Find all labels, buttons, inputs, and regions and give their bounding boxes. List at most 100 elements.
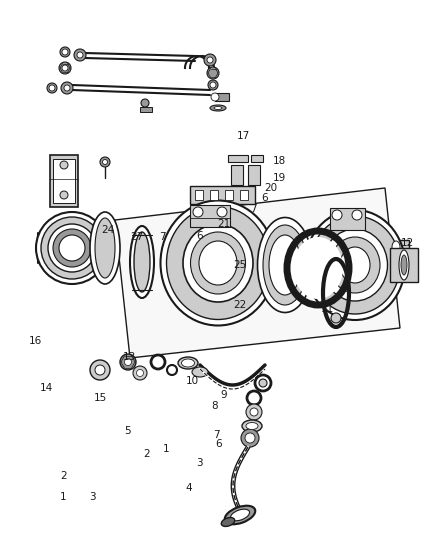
Ellipse shape [36,212,108,284]
Circle shape [120,354,136,370]
Circle shape [141,99,149,107]
Ellipse shape [53,229,91,267]
Ellipse shape [181,359,194,367]
Circle shape [90,360,110,380]
Circle shape [62,65,68,71]
Ellipse shape [41,217,103,279]
Bar [190,186,255,204]
Text: 13: 13 [123,352,136,362]
Ellipse shape [178,357,198,369]
Bar [195,190,203,200]
Circle shape [49,85,55,91]
Ellipse shape [392,241,400,253]
Bar [38,233,106,263]
Text: 6: 6 [215,439,223,449]
Text: 2: 2 [143,449,150,459]
Circle shape [100,157,110,167]
Bar [50,155,78,207]
Circle shape [207,57,213,63]
Text: 24: 24 [102,225,115,235]
Circle shape [241,429,259,447]
Text: 7: 7 [159,232,166,241]
Text: 11: 11 [321,304,334,314]
Circle shape [137,369,144,376]
Text: 16: 16 [29,336,42,346]
Bar [231,165,243,185]
Bar [225,190,233,200]
Text: 5: 5 [124,426,131,435]
Ellipse shape [258,217,312,312]
Text: 1: 1 [60,492,67,502]
Ellipse shape [160,200,276,326]
Text: 2: 2 [60,471,67,481]
Circle shape [77,52,83,58]
Polygon shape [115,188,400,358]
Circle shape [210,82,216,88]
Ellipse shape [230,509,250,521]
Ellipse shape [340,247,370,283]
Text: 20: 20 [264,183,277,193]
Text: 3: 3 [196,458,203,467]
Circle shape [60,161,68,169]
Text: 1: 1 [163,445,170,454]
Ellipse shape [199,241,237,285]
Text: 7: 7 [250,205,257,214]
Circle shape [74,49,86,61]
Text: 6: 6 [261,193,268,203]
Circle shape [250,408,258,416]
Text: 4: 4 [185,483,192,492]
Circle shape [124,359,131,366]
Circle shape [332,210,342,220]
Ellipse shape [191,232,246,294]
Ellipse shape [263,225,307,305]
Text: 8: 8 [211,401,218,411]
Circle shape [193,207,203,217]
Ellipse shape [130,226,154,298]
Bar [390,248,418,282]
Ellipse shape [95,218,115,278]
Circle shape [207,67,219,79]
Text: 19: 19 [273,173,286,183]
Text: 15: 15 [94,393,107,402]
Text: 10: 10 [186,376,199,386]
Circle shape [212,219,218,225]
Ellipse shape [90,212,120,284]
Circle shape [47,83,57,93]
Ellipse shape [221,518,235,527]
Ellipse shape [399,250,409,280]
Circle shape [60,191,68,199]
Bar [190,205,230,227]
Bar [330,208,365,230]
Text: 9: 9 [220,391,227,400]
Bar [240,190,248,200]
Circle shape [59,62,71,74]
Bar [251,155,263,162]
Bar [385,240,409,254]
Ellipse shape [210,105,226,111]
Circle shape [95,365,105,375]
Circle shape [259,379,267,387]
Circle shape [211,93,219,101]
Text: 6: 6 [196,231,203,241]
Text: 3: 3 [88,492,95,502]
Ellipse shape [48,224,96,272]
Text: 27: 27 [130,232,143,241]
Circle shape [352,210,362,220]
Circle shape [246,404,262,420]
Text: 12: 12 [401,238,414,248]
Ellipse shape [246,423,258,430]
Ellipse shape [310,216,400,314]
Bar [215,93,229,101]
Text: 14: 14 [39,383,53,393]
Ellipse shape [322,229,388,301]
Bar [248,165,260,185]
Circle shape [204,54,216,66]
Ellipse shape [59,235,85,261]
Circle shape [61,82,73,94]
Ellipse shape [269,235,301,295]
Circle shape [62,49,68,55]
Ellipse shape [214,107,222,109]
Text: 18: 18 [273,157,286,166]
Ellipse shape [242,420,262,432]
Bar [210,190,218,200]
